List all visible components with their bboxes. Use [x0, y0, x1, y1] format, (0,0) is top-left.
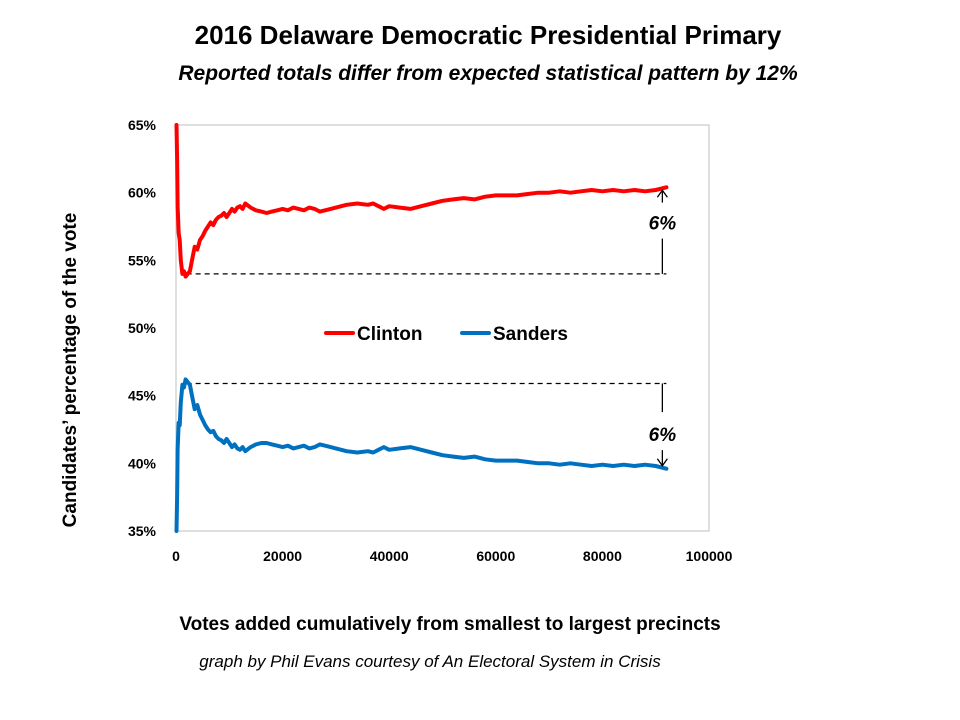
x-tick-label: 0 [172, 548, 180, 564]
legend-item-sanders: Sanders [460, 324, 568, 345]
y-tick-label: 40% [128, 455, 157, 471]
x-tick-label: 80000 [583, 548, 622, 564]
x-tick-label: 20000 [263, 548, 302, 564]
annotation-label: 6% [649, 214, 677, 235]
x-tick-label: 60000 [476, 548, 515, 564]
y-axis-title: Candidates’ percentage of the vote [60, 213, 81, 528]
y-tick-label: 50% [128, 320, 157, 336]
y-tick-label: 35% [128, 523, 157, 539]
arrow-down-icon [656, 458, 668, 467]
series-line-sanders [174, 377, 669, 533]
annotation-sanders: 6% [649, 383, 677, 467]
series-line-clinton [174, 123, 669, 279]
chart-title: 2016 Delaware Democratic Presidential Pr… [195, 20, 782, 50]
y-tick-label: 65% [128, 117, 157, 133]
legend-label: Sanders [493, 324, 568, 345]
legend-item-clinton: Clinton [324, 324, 422, 345]
annotations: 6% 6% [649, 189, 677, 467]
annotation-label: 6% [649, 425, 677, 446]
legend-label: Clinton [357, 324, 422, 345]
plot-area [175, 124, 710, 532]
y-tick-label: 55% [128, 252, 157, 268]
reference-lines [186, 273, 667, 385]
y-tick-label: 45% [128, 388, 157, 404]
y-tick-label: 60% [128, 185, 157, 201]
x-axis-title: Votes added cumulatively from smallest t… [179, 614, 720, 635]
y-axis-ticks: 35% 40% 45% 50% 55% 60% 65% [128, 117, 157, 539]
chart-credit: graph by Phil Evans courtesy of An Elect… [199, 652, 661, 671]
series-lines [174, 123, 669, 533]
x-tick-label: 100000 [686, 548, 733, 564]
legend: Clinton Sanders [324, 324, 568, 345]
x-tick-label: 40000 [370, 548, 409, 564]
annotation-clinton: 6% [649, 189, 677, 274]
x-axis-ticks: 0 20000 40000 60000 80000 100000 [172, 548, 732, 564]
arrow-up-icon [656, 189, 668, 198]
chart-subtitle: Reported totals differ from expected sta… [178, 62, 798, 85]
